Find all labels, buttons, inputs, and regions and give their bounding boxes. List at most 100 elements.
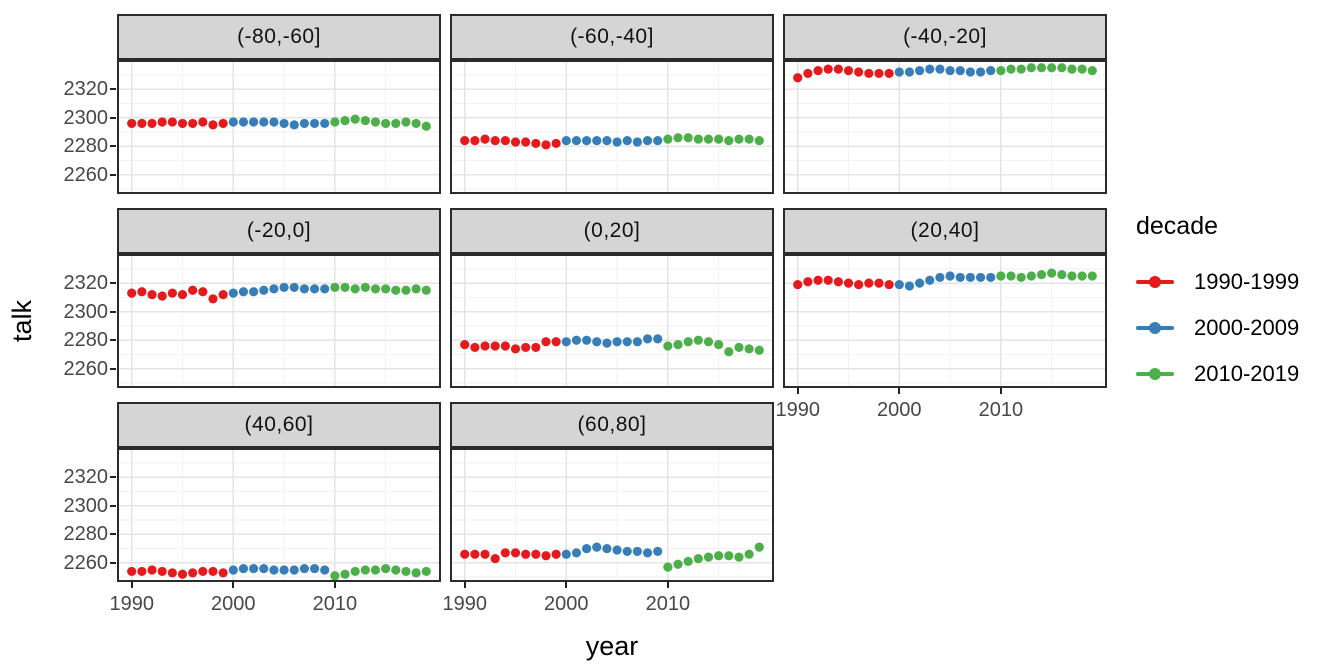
data-point — [460, 549, 470, 559]
data-point — [803, 68, 813, 79]
data-point — [653, 334, 663, 344]
x-axis-tick-label: 2000 — [544, 593, 589, 615]
data-point — [411, 118, 421, 129]
y-axis-tick-label: 2280 — [63, 329, 109, 352]
data-point — [198, 566, 208, 577]
facet-strip-label: (20,40] — [910, 219, 980, 242]
data-point — [965, 272, 975, 283]
data-point — [894, 279, 904, 290]
data-point — [279, 282, 289, 293]
data-point — [693, 134, 703, 144]
data-point — [157, 566, 167, 577]
data-point — [208, 120, 218, 130]
legend-dot-icon — [1149, 322, 1161, 334]
legend-item-2010-2019: 2010-2019 — [1136, 359, 1341, 389]
data-point — [370, 284, 381, 294]
data-point — [724, 347, 734, 357]
facet-strip-label: (40,60] — [244, 413, 314, 436]
data-point — [693, 553, 703, 564]
data-point — [228, 288, 238, 298]
data-point — [521, 342, 531, 353]
data-point — [1077, 271, 1087, 281]
y-axis-tick — [110, 476, 116, 479]
data-point — [744, 134, 754, 144]
data-point — [218, 118, 228, 129]
legend-key-red — [1136, 267, 1174, 297]
data-point — [330, 571, 340, 580]
data-point — [541, 337, 551, 347]
data-point — [915, 65, 925, 76]
data-point — [480, 549, 490, 559]
data-point — [1026, 63, 1036, 73]
data-point — [833, 277, 843, 287]
data-point — [309, 563, 320, 574]
data-point — [238, 117, 249, 127]
data-point — [391, 565, 401, 575]
data-point — [470, 135, 480, 146]
data-point — [480, 134, 490, 144]
data-point — [592, 135, 602, 146]
data-point — [663, 341, 673, 351]
panel-canvas — [119, 450, 439, 580]
data-point — [813, 65, 823, 76]
data-point — [693, 335, 703, 345]
data-point — [531, 549, 541, 559]
data-point — [561, 337, 571, 347]
data-point — [1026, 271, 1036, 281]
data-point — [744, 549, 754, 559]
data-point — [843, 278, 854, 288]
data-point — [521, 549, 531, 559]
data-point — [793, 73, 803, 83]
data-point — [167, 288, 177, 298]
data-point — [1057, 269, 1067, 280]
data-point — [330, 117, 340, 127]
x-axis-tick-label: 2010 — [312, 593, 358, 615]
data-point — [228, 565, 238, 575]
data-point — [137, 566, 147, 577]
data-point — [1016, 64, 1026, 74]
x-axis-tick — [666, 582, 669, 588]
data-point — [411, 284, 421, 294]
data-point — [653, 546, 663, 557]
data-point — [935, 272, 945, 283]
data-point — [683, 337, 693, 347]
facet-strip-(-60,-40]: (-60,-40] — [450, 14, 774, 60]
data-point — [1047, 63, 1057, 73]
data-point — [823, 275, 833, 285]
y-axis-tick-label: 2300 — [63, 300, 109, 323]
x-axis-tick-label: 1990 — [442, 593, 487, 615]
data-point — [663, 562, 673, 572]
legend-key-blue — [1136, 313, 1174, 343]
data-point — [1006, 271, 1016, 281]
legend-label: 2010-2019 — [1194, 361, 1300, 386]
data-point — [279, 565, 289, 575]
facet-panel-(60,80] — [450, 448, 774, 582]
y-axis-tick — [110, 88, 116, 91]
data-point — [541, 140, 551, 150]
y-axis-tick — [110, 339, 116, 342]
data-point — [401, 117, 411, 127]
data-point — [340, 115, 350, 126]
x-axis-tick-label: 1990 — [109, 593, 154, 615]
data-point — [734, 342, 744, 353]
data-point — [360, 282, 370, 293]
panel-canvas — [452, 450, 772, 580]
data-point — [421, 285, 431, 295]
data-point — [289, 282, 299, 293]
data-point — [986, 272, 996, 283]
data-point — [320, 565, 330, 575]
data-point — [975, 67, 986, 77]
legend-label: 2000-2009 — [1194, 315, 1300, 340]
x-axis-title: year — [585, 631, 639, 661]
data-point — [571, 548, 582, 558]
x-axis-tick-label: 2010 — [978, 399, 1024, 421]
data-point — [238, 563, 249, 574]
data-point — [309, 118, 320, 129]
data-point — [531, 342, 541, 353]
data-point — [147, 118, 157, 129]
data-point — [571, 335, 582, 345]
legend-key-green — [1136, 359, 1174, 389]
data-point — [370, 565, 381, 575]
data-point — [249, 563, 259, 574]
data-point — [350, 566, 360, 577]
